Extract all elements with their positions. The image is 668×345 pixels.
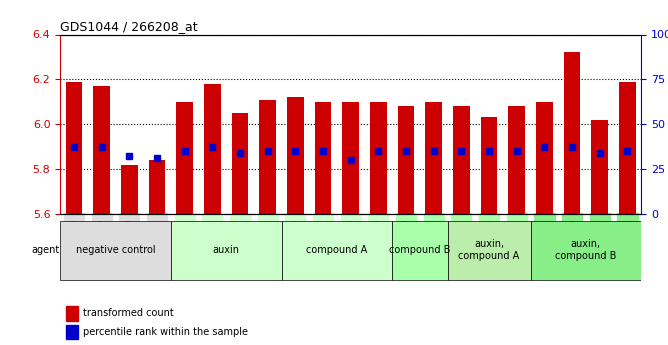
Bar [426,102,442,214]
Bar [66,325,77,339]
Text: auxin,
compound B: auxin, compound B [555,239,617,261]
Bar [121,165,138,214]
Bar [204,84,220,214]
Text: auxin,
compound A: auxin, compound A [458,239,520,261]
Bar [66,306,77,321]
Text: negative control: negative control [75,245,155,255]
Text: compound B: compound B [389,245,451,255]
FancyBboxPatch shape [448,221,530,279]
Text: auxin: auxin [212,245,240,255]
Bar [591,120,608,214]
Bar [619,82,636,214]
Bar [508,106,525,214]
FancyBboxPatch shape [281,221,392,279]
Bar [287,97,304,214]
Bar [315,102,331,214]
FancyBboxPatch shape [530,221,641,279]
Text: transformed count: transformed count [84,308,174,318]
FancyBboxPatch shape [392,221,448,279]
Bar [370,102,387,214]
Bar [259,100,276,214]
Text: agent: agent [32,245,60,255]
Bar [453,106,470,214]
Bar [149,160,165,214]
Bar [564,52,580,214]
Text: GDS1044 / 266208_at: GDS1044 / 266208_at [60,20,198,33]
Text: compound A: compound A [306,245,367,255]
Bar [397,106,414,214]
Bar [176,102,193,214]
Text: percentile rank within the sample: percentile rank within the sample [84,327,248,337]
Bar [232,113,248,214]
Bar [343,102,359,214]
Bar [65,82,82,214]
Bar [481,117,498,214]
Bar [94,86,110,214]
Bar [536,102,552,214]
FancyBboxPatch shape [60,221,171,279]
FancyBboxPatch shape [171,221,281,279]
